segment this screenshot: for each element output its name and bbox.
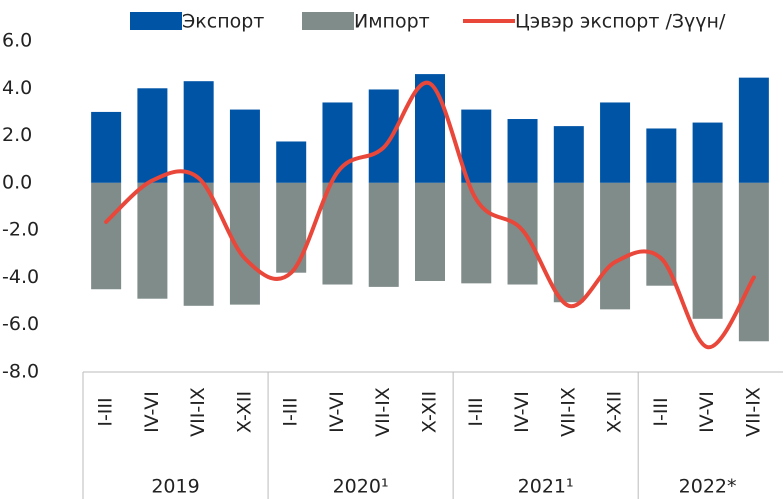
bar (322, 182, 353, 285)
group-label: 2021¹ (518, 476, 574, 498)
bar (183, 182, 214, 306)
bar (91, 182, 122, 290)
x-tick-label: I-III (95, 397, 117, 426)
bar (368, 89, 399, 183)
y-tick-label: -2.0 (2, 219, 39, 241)
bar (600, 182, 631, 310)
group-label: 2022* (679, 476, 737, 498)
bar (137, 182, 168, 299)
legend-swatch (130, 12, 182, 30)
legend-swatch (302, 12, 354, 30)
x-tick-label: IV-VI (141, 391, 163, 433)
bar (600, 102, 631, 183)
bar (507, 182, 538, 285)
x-tick-label: IV-VI (326, 391, 348, 433)
group-label: 2020¹ (333, 476, 389, 498)
bar (415, 182, 445, 281)
x-tick-label: IV-VI (696, 391, 718, 433)
bar (368, 182, 399, 287)
y-tick-label: 4.0 (2, 77, 32, 99)
y-tick-label: 0.0 (2, 171, 32, 193)
group-label: 2019 (151, 476, 199, 498)
bar (646, 182, 677, 286)
bar (91, 111, 122, 183)
y-tick-label: -4.0 (2, 266, 39, 288)
x-tick-label: X-XII (233, 391, 255, 433)
bar (137, 88, 168, 183)
x-tick-label: IV-VI (511, 391, 533, 433)
net-export-line (104, 80, 756, 350)
x-tick-label: X-XII (419, 391, 441, 433)
bar (646, 128, 677, 183)
x-tick-label: VII-IX (187, 387, 209, 437)
legend-label: Экспорт (182, 11, 264, 33)
legend-label: Импорт (354, 11, 430, 33)
bar (415, 74, 445, 183)
x-tick-label: I-III (280, 397, 302, 426)
x-tick-label: I-III (650, 397, 672, 426)
bar (738, 77, 769, 183)
bar (553, 126, 584, 183)
x-tick-label: VII-IX (557, 387, 579, 437)
x-tick-label: X-XII (604, 391, 626, 433)
bar (692, 182, 723, 319)
bar (183, 81, 214, 183)
bar (507, 119, 538, 183)
y-tick-label: 2.0 (2, 124, 32, 146)
x-tick-label: VII-IX (742, 387, 764, 437)
y-tick-label: -8.0 (2, 361, 39, 383)
x-tick-label: VII-IX (372, 387, 394, 437)
bar (692, 122, 723, 183)
bar (276, 141, 307, 183)
y-tick-label: -6.0 (2, 313, 39, 335)
x-tick-label: I-III (465, 397, 487, 426)
legend-label: Цэвэр экспорт /Зүүн/ (515, 11, 726, 33)
y-tick-label: 6.0 (2, 30, 32, 52)
bar (738, 182, 769, 342)
bar (553, 182, 584, 303)
bar (229, 109, 260, 183)
